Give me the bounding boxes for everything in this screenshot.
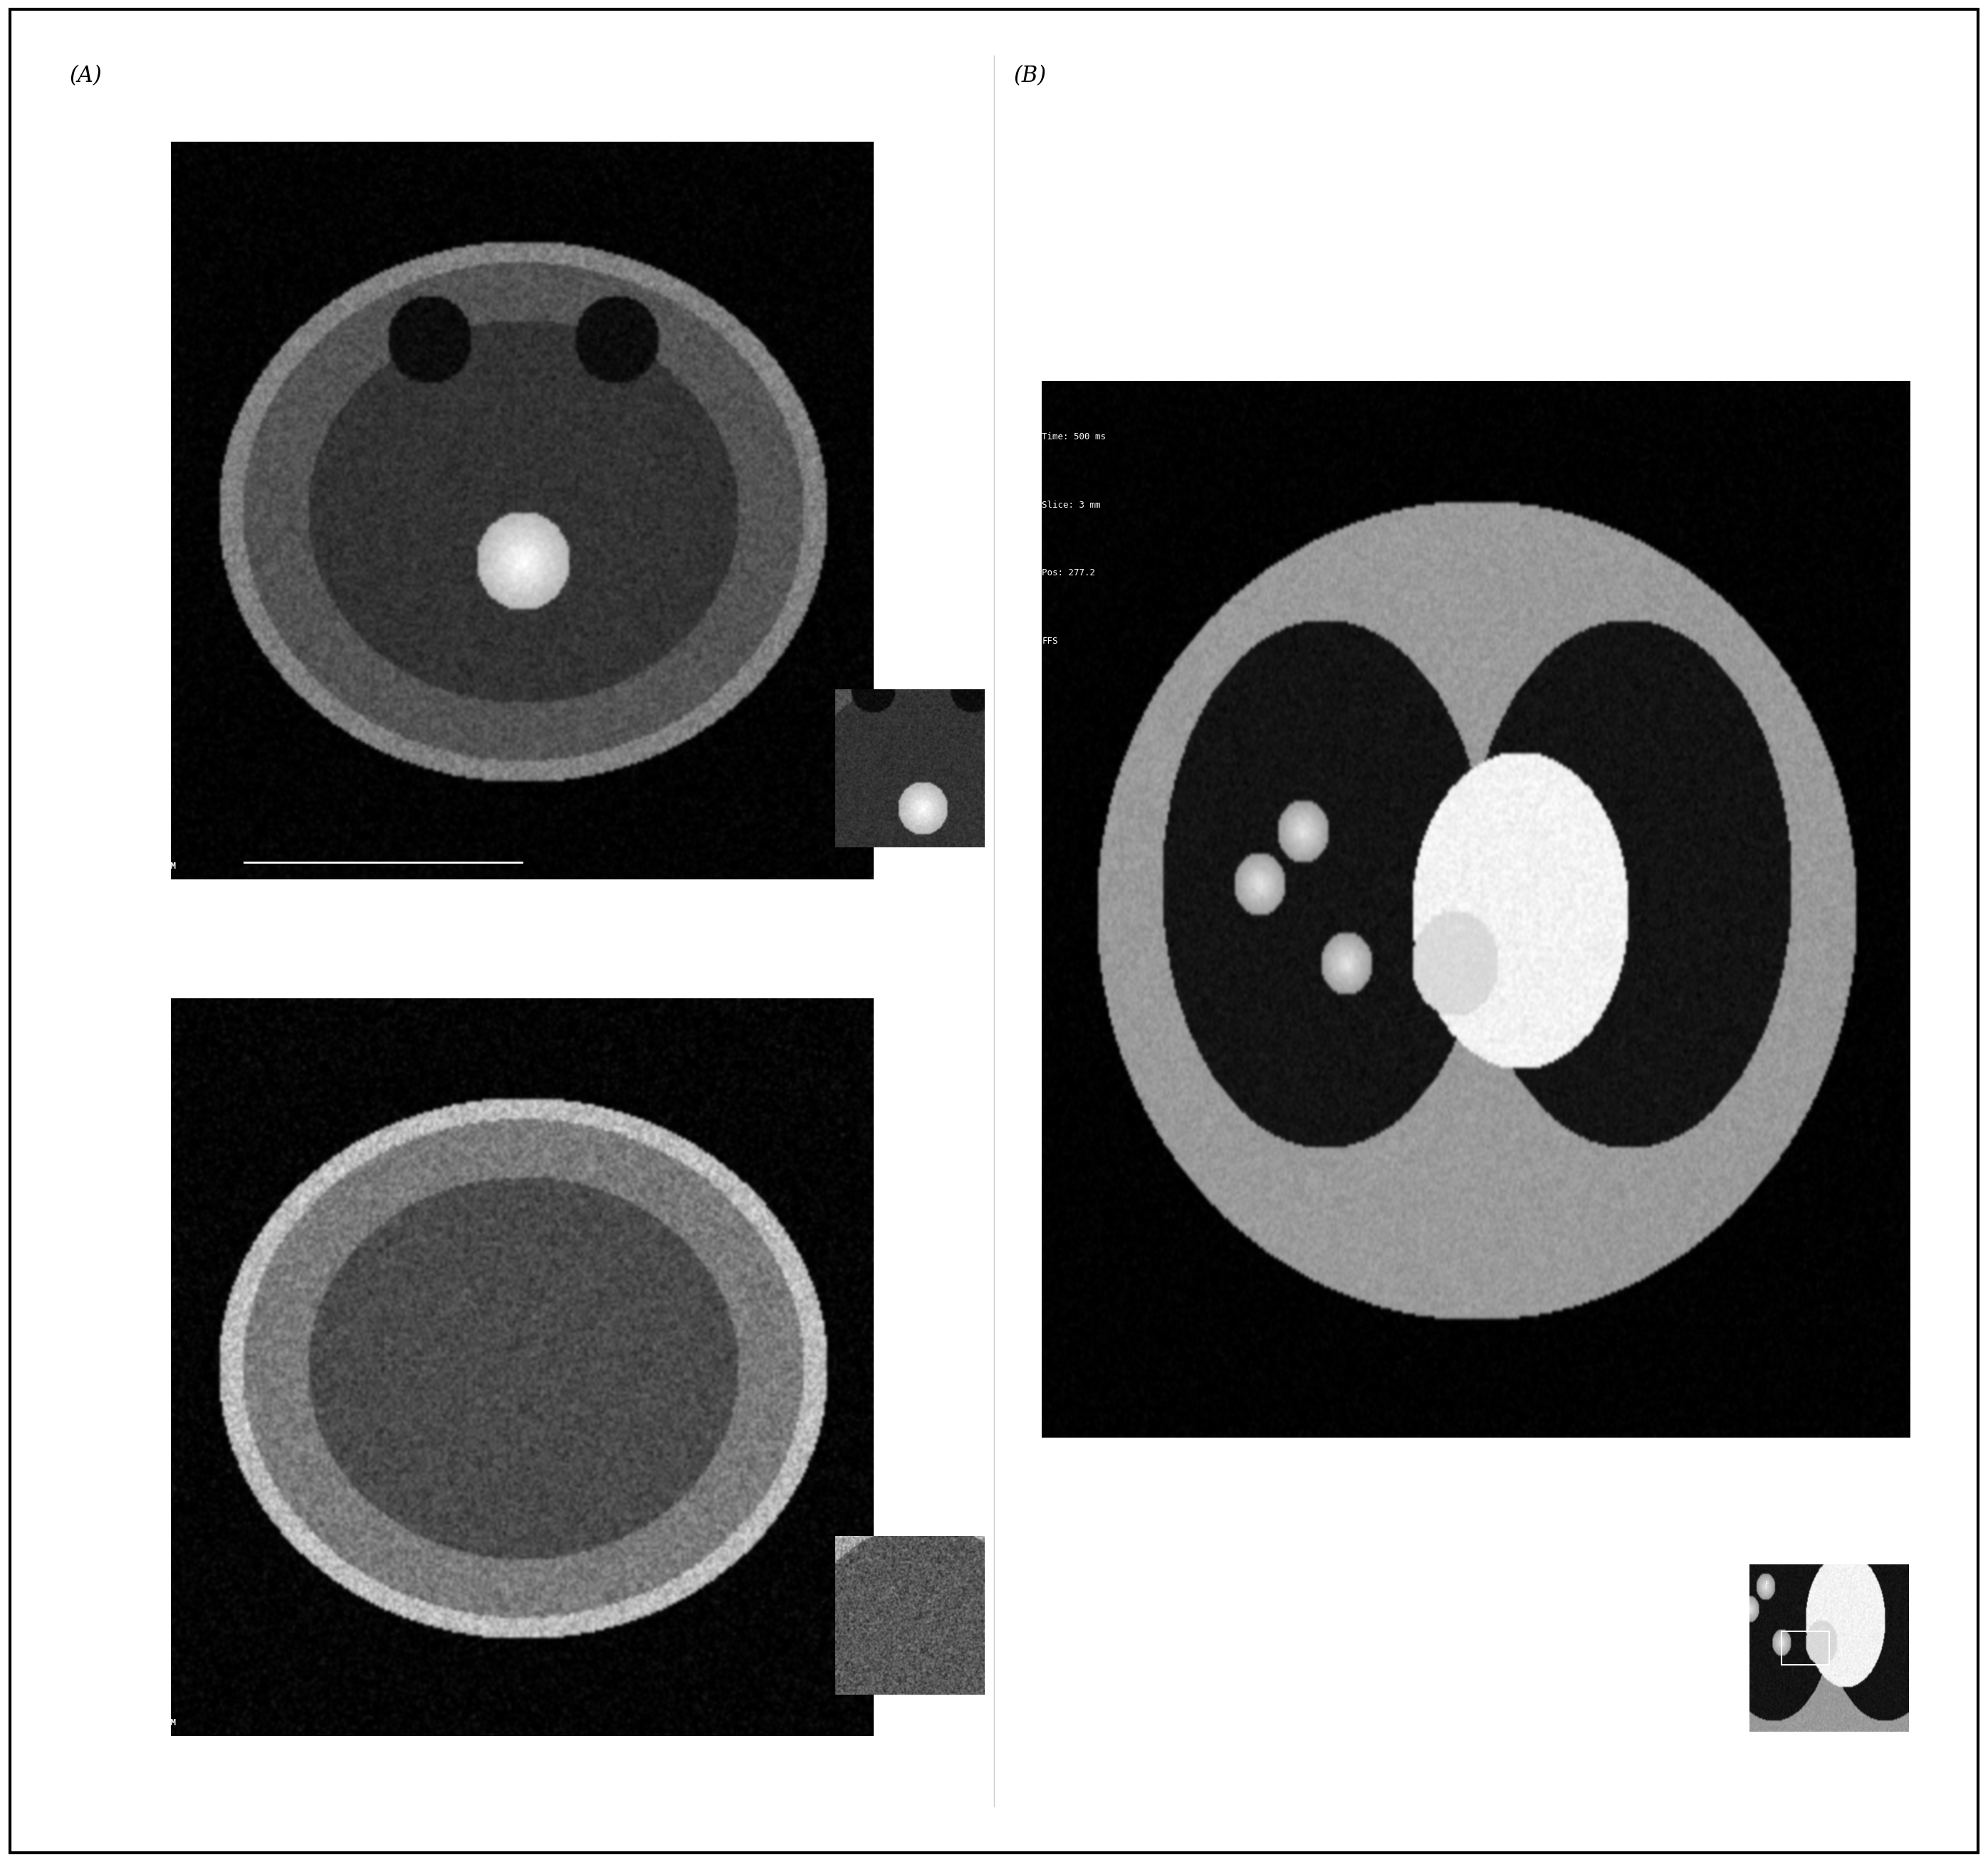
Text: AB: AB — [964, 862, 974, 871]
Text: 4654139: 4654139 — [70, 965, 103, 972]
Text: HFS: HFS — [70, 1456, 83, 1464]
Text: C:  591.0, W: 1234.0: C: 591.0, W: 1234.0 — [891, 957, 974, 963]
Text: Pos: 3.35587: Pos: 3.35587 — [70, 1104, 127, 1112]
Text: HFS: HFS — [70, 600, 83, 607]
Text: 9/8/2006, 1:09:18 PM: 9/8/2006, 1:09:18 PM — [70, 1719, 175, 1728]
Text: AB: AB — [964, 1719, 974, 1728]
Text: C: 636.0, W: 1305.0: C: 636.0, W: 1305.0 — [0, 101, 70, 106]
Text: (B): (B) — [1014, 65, 1048, 88]
Text: 4654139: 4654139 — [70, 108, 103, 115]
Text: F: B90f: F: B90f — [1042, 1454, 1079, 1464]
Text: FoV: mm: FoV: mm — [70, 646, 103, 654]
Text: 155 mA: 155 mA — [1042, 1506, 1074, 1516]
Text: FoV: mm: FoV: mm — [70, 1503, 103, 1510]
Text: Slice: 5 mm: Slice: 5 mm — [70, 201, 121, 209]
Text: Pos: -9.64413: Pos: -9.64413 — [70, 248, 131, 255]
Text: Contrast: ULTRAVIST: Contrast: ULTRAVIST — [1042, 227, 1143, 236]
Text: (A): (A) — [70, 65, 101, 88]
Text: Image 8 of 23: Image 8 of 23 — [70, 1596, 131, 1603]
Text: Slice: 5 mm: Slice: 5 mm — [70, 1058, 121, 1065]
Text: Image no: 8: Image no: 8 — [70, 1549, 121, 1557]
Text: Image 35 of 75: Image 35 of 75 — [1042, 1659, 1117, 1668]
Text: C:  636.0, W: 1305.0: C: 636.0, W: 1305.0 — [891, 101, 974, 106]
Text: Image no: 6: Image no: 6 — [70, 693, 121, 700]
Text: Time: 500 ms: Time: 500 ms — [1042, 432, 1105, 441]
Text: Gantry: 0°: Gantry: 0° — [1042, 296, 1095, 305]
Text: L: L — [950, 493, 956, 503]
Text: 120 kV: 120 kV — [1042, 1557, 1074, 1566]
Text: TE: 8.1: TE: 8.1 — [70, 1197, 103, 1205]
Text: Pos: 277.2: Pos: 277.2 — [1042, 568, 1095, 577]
Text: P: P — [519, 881, 525, 888]
Text: FFS: FFS — [1042, 637, 1058, 646]
Text: FoV: 283 mm: FoV: 283 mm — [1042, 365, 1101, 374]
Text: C: -500.0, W: 1500.0: C: -500.0, W: 1500.0 — [1823, 91, 1918, 99]
Text: Image no: 35: Image no: 35 — [1042, 1609, 1105, 1616]
Text: L: L — [950, 1350, 956, 1359]
Text: L: L — [1912, 922, 1918, 931]
Text: 4654139: 4654139 — [1042, 160, 1079, 169]
Text: Slice: 3 mm: Slice: 3 mm — [1042, 501, 1101, 510]
Text: Seq: *se2d1: Seq: *se2d1 — [70, 1011, 121, 1019]
Text: C: 636.0, W: 1305.0: C: 636.0, W: 1305.0 — [895, 101, 974, 106]
Text: AC: 2: AC: 2 — [70, 1244, 93, 1251]
Text: TE: 8.1: TE: 8.1 — [70, 341, 103, 348]
Bar — [1781, 1631, 1829, 1665]
Text: B3: B3 — [1906, 1700, 1918, 1709]
Text: F: F — [1765, 1581, 1769, 1588]
Text: Seq: *se2d1: Seq: *se2d1 — [70, 155, 121, 162]
Text: Image 6 of 23: Image 6 of 23 — [70, 739, 131, 747]
Text: 9/8/2006, 10:59:52 AM: 9/8/2006, 10:59:52 AM — [1042, 1700, 1167, 1709]
Text: TR: 556: TR: 556 — [70, 294, 103, 302]
Text: TR: 556: TR: 556 — [70, 1151, 103, 1158]
Text: 9/8/2006, 1:09:18 PM: 9/8/2006, 1:09:18 PM — [70, 862, 175, 871]
Text: AC: 2: AC: 2 — [70, 387, 93, 395]
